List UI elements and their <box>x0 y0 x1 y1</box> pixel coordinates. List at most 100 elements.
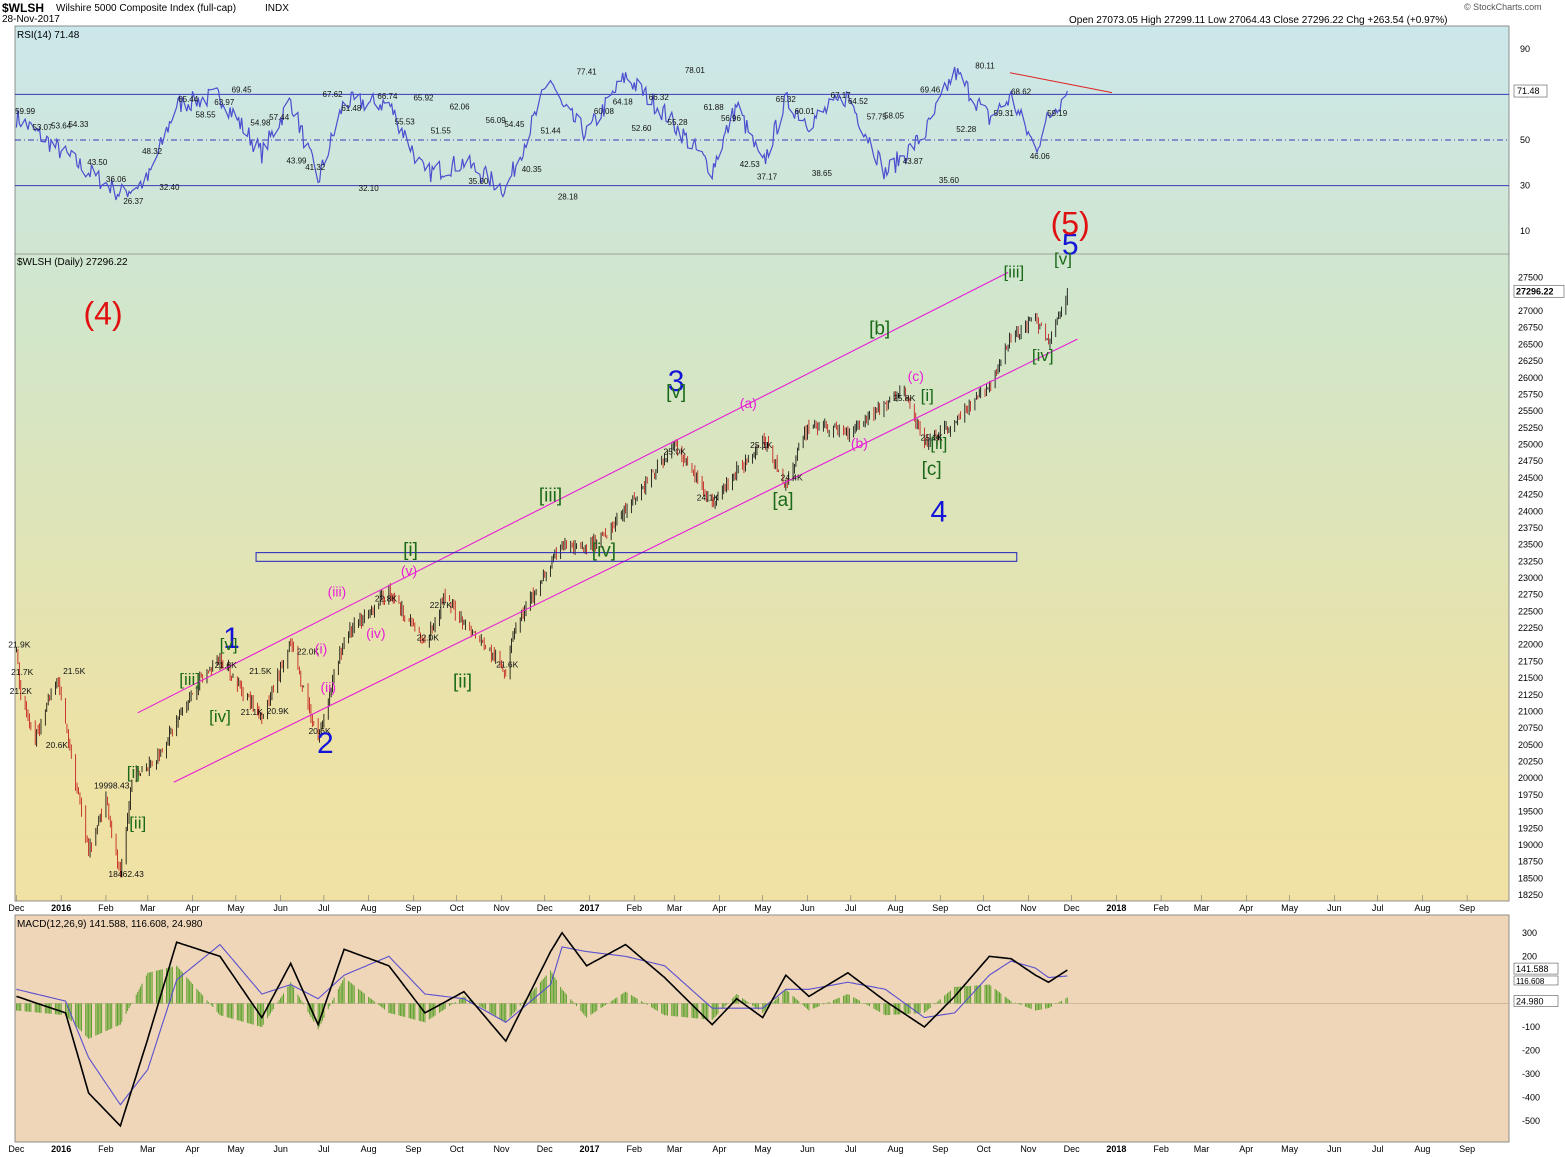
x-tick-label: Nov <box>493 903 510 913</box>
rsi-value-label: 59.99 <box>15 107 36 116</box>
price-level-label: 21.6K <box>496 659 519 669</box>
rsi-value-label: 63.97 <box>214 98 235 107</box>
macd-tick-label: -500 <box>1522 1116 1540 1126</box>
main-panel-bg <box>15 26 1509 901</box>
macd-tick-label: -300 <box>1522 1069 1540 1079</box>
x-tick-label-bottom: Nov <box>1020 1144 1037 1154</box>
price-level-label: 20.6K <box>308 726 331 736</box>
macd-tick-label: -200 <box>1522 1046 1540 1056</box>
rsi-value-label: 56.09 <box>486 116 507 125</box>
price-tick-label: 25500 <box>1518 406 1543 416</box>
rsi-value-label: 58.55 <box>196 111 217 120</box>
rsi-value-label: 32.40 <box>159 183 180 192</box>
x-tick-label-bottom: Aug <box>888 1144 904 1154</box>
consolidation-box <box>255 552 1018 562</box>
price-tick-label: 21750 <box>1518 656 1543 666</box>
price-level-label: 25.1K <box>750 440 773 450</box>
rsi-value-label: 55.53 <box>395 117 416 126</box>
rsi-value-label: 52.60 <box>631 124 652 133</box>
wave-label: [iv] <box>592 541 616 562</box>
x-tick-label-bottom: Aug <box>361 1144 377 1154</box>
x-tick-label: 2018 <box>1106 903 1126 913</box>
price-tick-label: 19500 <box>1518 807 1543 817</box>
x-tick-label: 2017 <box>579 903 599 913</box>
price-tick-label: 26500 <box>1518 339 1543 349</box>
x-tick-label: Nov <box>1020 903 1037 913</box>
price-tick-label: 26250 <box>1518 356 1543 366</box>
x-tick-label: Aug <box>1414 903 1430 913</box>
x-tick-label: Sep <box>932 903 948 913</box>
wave-label: 4 <box>930 495 947 528</box>
rsi-value-label: 65.44 <box>178 95 199 104</box>
wave-label: (b) <box>851 435 868 451</box>
price-tick-label: 21000 <box>1518 706 1543 716</box>
price-tick-label: 25250 <box>1518 423 1543 433</box>
x-tick-label-bottom: May <box>1281 1144 1299 1154</box>
wave-label: (ii) <box>320 679 336 695</box>
rsi-value-label: 64.18 <box>613 98 634 107</box>
price-tick-label: 20000 <box>1518 773 1543 783</box>
x-tick-label: Sep <box>405 903 421 913</box>
x-tick-label: Mar <box>667 903 683 913</box>
price-level-label: 19998.43 <box>94 780 130 790</box>
price-tick-label: 27000 <box>1518 306 1543 316</box>
price-level-label: 22.0K <box>417 633 440 643</box>
x-tick-label: Aug <box>361 903 377 913</box>
x-tick-label-bottom: Apr <box>712 1144 726 1154</box>
price-level-label: 22.7K <box>430 600 453 610</box>
rsi-value-label: 35.00 <box>468 177 489 186</box>
rsi-value-label: 54.45 <box>504 120 525 129</box>
exchange: INDX <box>265 3 289 14</box>
wave-label: [v] <box>220 635 238 654</box>
price-level-label: 22.0K <box>297 647 320 657</box>
price-tick-label: 20500 <box>1518 740 1543 750</box>
wave-label: 2 <box>317 727 334 760</box>
rsi-value-label: 61.48 <box>341 104 362 113</box>
x-tick-label-bottom: Feb <box>626 1144 642 1154</box>
wave-label: 5 <box>1062 228 1079 261</box>
x-tick-label: Feb <box>626 903 642 913</box>
rsi-value-label: 38.65 <box>812 169 833 178</box>
price-level-label: 21.7K <box>11 667 34 677</box>
wave-label: [ii] <box>930 434 947 453</box>
x-tick-label-bottom: Nov <box>493 1144 510 1154</box>
rsi-value-label: 28.18 <box>558 193 579 202</box>
signal-last-box <box>1513 975 1559 986</box>
rsi-value-label: 58.05 <box>884 112 905 121</box>
x-tick-label-bottom: Oct <box>977 1144 992 1154</box>
wave-label: [i] <box>403 540 418 561</box>
price-tick-label: 18250 <box>1518 890 1543 900</box>
price-axis: 18250 18500 18750 19000 19250 19500 19750 20000… <box>1518 273 1543 900</box>
rsi-value-label: 52.28 <box>956 125 977 134</box>
x-tick-label: May <box>754 903 772 913</box>
price-level-label: 25.8K <box>893 393 916 403</box>
price-tick-label: 18500 <box>1518 873 1543 883</box>
rsi-value-label: 69.46 <box>920 86 941 95</box>
x-tick-label: Oct <box>450 903 465 913</box>
price-bars: 27296.22 <box>16 284 1565 878</box>
rsi-value-label: 66.32 <box>649 93 670 102</box>
rsi-value-label: 42.53 <box>740 160 761 169</box>
price-level-label: 21.8K <box>215 660 238 670</box>
rsi-value-label: 46.06 <box>1030 152 1051 161</box>
price-last-box <box>1513 284 1565 298</box>
x-tick-label: Mar <box>1194 903 1210 913</box>
rsi-value-label: 77.41 <box>577 68 598 77</box>
wave-label: 1 <box>223 622 240 655</box>
rsi-value-label: 60.08 <box>594 107 615 116</box>
macd-title: MACD(12,26,9) 141.588, 116.608, 24.980 <box>17 919 203 930</box>
rsi-value-label: 53.64 <box>51 122 72 131</box>
rsi-value-label: 59.19 <box>1047 109 1068 118</box>
wave-overlay <box>137 271 1078 783</box>
wave-label: (4) <box>83 295 122 331</box>
rsi-value-label: 43.87 <box>903 157 924 166</box>
macd-panel-bg <box>15 915 1509 1142</box>
rsi-last-box <box>1513 84 1548 98</box>
price-level-label: 20.6K <box>46 740 69 750</box>
x-tick-label-bottom: Jun <box>800 1144 815 1154</box>
price-level-label: 21.2K <box>10 686 33 696</box>
price-level-label: 24.4K <box>780 473 803 483</box>
signal-last-value: 116.608 <box>1516 977 1545 986</box>
